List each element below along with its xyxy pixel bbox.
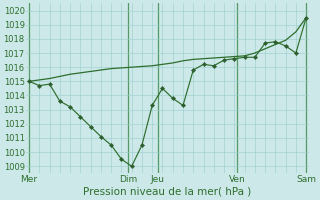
X-axis label: Pression niveau de la mer( hPa ): Pression niveau de la mer( hPa ) xyxy=(84,187,252,197)
